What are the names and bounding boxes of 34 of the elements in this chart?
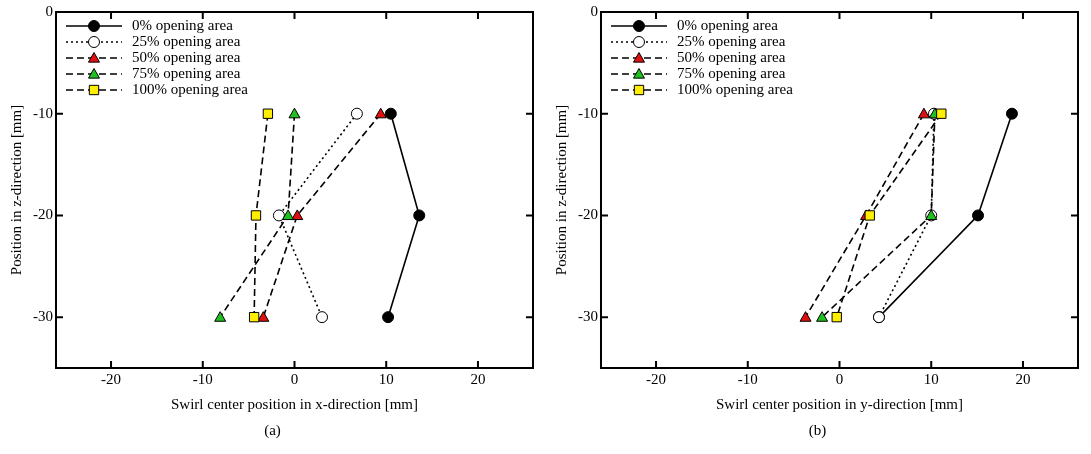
x-tick-label: -20	[101, 370, 122, 387]
x-tick-label: 0	[290, 370, 299, 387]
x-axis-title: Swirl center position in y-direction [mm]	[715, 395, 964, 412]
legend-label: 0% opening area	[132, 16, 234, 33]
legend-label: 50% opening area	[132, 48, 241, 65]
legend-label: 25% opening area	[677, 32, 786, 49]
x-tick-label: -10	[192, 370, 213, 387]
y-tick-label: -20	[33, 206, 53, 223]
y-tick-label: -20	[578, 206, 598, 223]
x-tick-label: 10	[923, 370, 939, 387]
x-tick-label: -10	[737, 370, 758, 387]
y-tick-label: -10	[578, 104, 598, 121]
y-tick-label: -30	[33, 308, 53, 325]
x-tick-label: 20	[470, 370, 486, 387]
y-tick-label: 0	[590, 2, 598, 19]
y-tick-label: 0	[45, 2, 53, 19]
text: (a)	[263, 422, 282, 439]
legend-label: 75% opening area	[132, 64, 241, 81]
x-tick-label: -20	[646, 370, 667, 387]
x-axis-title: Swirl center position in x-direction [mm]	[170, 395, 419, 412]
x-tick-label: 20	[1015, 370, 1031, 387]
y-axis-title: Position in z-direction [mm]	[552, 104, 569, 276]
legend-label: 50% opening area	[677, 48, 786, 65]
legend-label: 100% opening area	[677, 80, 794, 97]
legend-label: 0% opening area	[677, 16, 779, 33]
legend-label: 25% opening area	[132, 32, 241, 49]
legend-label: 75% opening area	[677, 64, 786, 81]
y-tick-label: -10	[33, 104, 53, 121]
x-tick-label: 10	[378, 370, 394, 387]
y-tick-label: -30	[578, 308, 598, 325]
y-axis-title: Position in z-direction [mm]	[7, 104, 24, 276]
x-tick-label: 0	[835, 370, 844, 387]
text: (b)	[807, 422, 828, 439]
legend-label: 100% opening area	[132, 80, 249, 97]
